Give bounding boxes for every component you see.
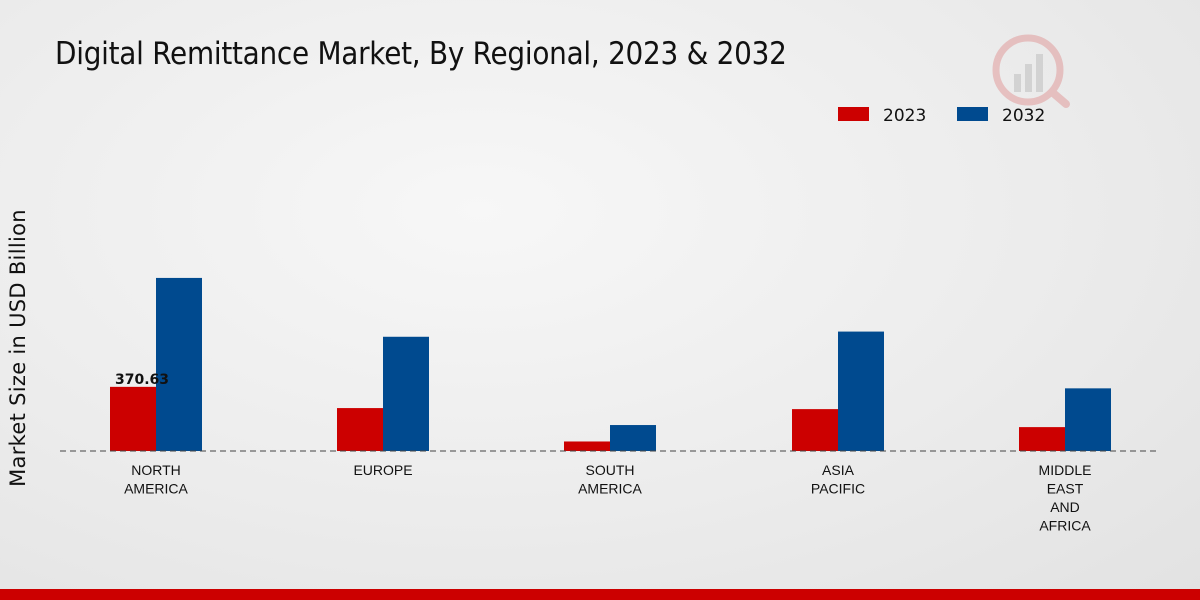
- bar-2032-4: [1065, 388, 1111, 451]
- x-tick-label-3: ASIA PACIFIC: [811, 462, 865, 497]
- legend-label-2032: 2032: [1002, 106, 1045, 126]
- chart-title: Digital Remittance Market, By Regional, …: [55, 36, 787, 72]
- bar-2023-4: [1019, 427, 1065, 451]
- x-tick-label-0: NORTH AMERICA: [124, 462, 188, 497]
- data-labels: 370.63: [115, 372, 169, 388]
- footer-bar: [0, 589, 1200, 600]
- x-tick-label-1: EUROPE: [353, 462, 412, 478]
- legend-swatch-2032: [957, 107, 988, 121]
- bar-2023-2: [564, 441, 610, 451]
- bar-2023-3: [792, 409, 838, 451]
- x-tick-label-2: SOUTH AMERICA: [578, 462, 642, 497]
- legend-label-2023: 2023: [883, 106, 926, 126]
- bar-2032-2: [610, 425, 656, 451]
- legend: 2023 2032: [838, 106, 1045, 126]
- x-tick-label-4: MIDDLE EAST AND AFRICA: [1039, 462, 1092, 534]
- bars-group: [110, 277, 1111, 451]
- watermark-logo-icon: [992, 34, 1070, 108]
- bar-2032-0: [156, 277, 202, 451]
- bar-2023-0: [110, 386, 156, 451]
- data-label-0: 370.63: [115, 372, 169, 388]
- bar-2023-1: [337, 408, 383, 451]
- y-axis-label: Market Size in USD Billion: [6, 209, 30, 487]
- legend-swatch-2023: [838, 107, 869, 121]
- x-tick-labels: NORTH AMERICA EUROPE SOUTH AMERICA ASIA PACIFI…: [124, 462, 1091, 534]
- bar-2032-3: [838, 331, 884, 451]
- bar-2032-1: [383, 336, 429, 451]
